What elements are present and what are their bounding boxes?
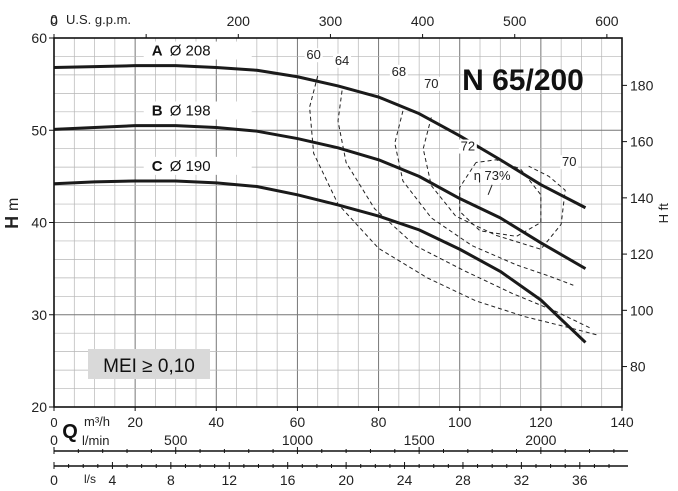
contour-label: 68 (392, 64, 406, 79)
contour-label-bg (560, 155, 579, 170)
contour-label: 70 (562, 154, 576, 169)
h-m-tick-label: 20 (31, 399, 47, 415)
curve-diameter-A: Ø 208 (170, 43, 211, 60)
ls-tick-label: 20 (338, 472, 354, 488)
ls-tick-label: 4 (109, 472, 117, 488)
efficiency-contour-70 (422, 117, 566, 250)
contour-label: η 73% (474, 168, 511, 183)
gpm-tick-label: 200 (227, 13, 251, 29)
h-ft-axis-label: H ft (656, 203, 671, 224)
contour-label-bg (389, 64, 408, 79)
m3h-tick-label: 100 (448, 414, 472, 430)
curve-name-C: C (152, 158, 163, 175)
curve-diameter-C: Ø 190 (170, 158, 211, 175)
h-m-tick-label: 50 (31, 122, 47, 138)
curve-name-B: B (152, 102, 163, 119)
h-m-tick-label: 30 (31, 307, 47, 323)
gpm-zero-label: 0 (50, 12, 57, 27)
contour-label-bg (472, 169, 512, 184)
ls-tick-label: 0 (50, 472, 58, 488)
lmin-tick-label: 500 (164, 432, 188, 448)
contour-label-bg (422, 76, 441, 91)
curve-C (53, 179, 587, 344)
h-ft-tick-label: 120 (630, 246, 654, 262)
contour-label-bg (333, 53, 352, 68)
ls-tick-label: 36 (572, 472, 588, 488)
curve-label-bg-B (143, 101, 252, 120)
lmin-tick-label: 1000 (282, 432, 313, 448)
m3h-tick-label: 80 (371, 414, 387, 430)
m3h-tick-label: 20 (127, 414, 143, 430)
curve-B (53, 124, 587, 270)
m3h-unit-label: m³/h (84, 414, 110, 429)
h-m-tick-label: 40 (31, 215, 47, 231)
curve-label-bg-C (143, 156, 252, 175)
ls-tick-label: 28 (455, 472, 471, 488)
impeller-curves (53, 64, 587, 344)
grid (53, 37, 623, 408)
contour-label: 72 (461, 139, 475, 154)
gpm-tick-label: 300 (319, 13, 343, 29)
gpm-tick-label: 500 (503, 13, 527, 29)
m3h-tick-label: 60 (290, 414, 306, 430)
m3h-zero-label: 0 (50, 415, 57, 430)
h-ft-tick-label: 80 (630, 359, 646, 375)
ls-tick-label: 8 (167, 472, 175, 488)
gpm-tick-label: 400 (411, 13, 435, 29)
efficiency-contour-60 (309, 75, 598, 336)
contour-label: 60 (306, 47, 320, 62)
labels: A Ø 208 B Ø 198 C Ø 190 60 64 68 70 72 η 73% 70 (143, 41, 579, 184)
ls-tick-label: 24 (397, 472, 413, 488)
h-ft-tick-label: 180 (630, 77, 654, 93)
mei-badge-bg (88, 349, 210, 379)
contour-label: 70 (424, 76, 438, 91)
h-ft-tick-label: 100 (630, 302, 654, 318)
gpm-unit-label: U.S. g.p.m. (66, 12, 131, 27)
curve-name-A: A (152, 43, 163, 60)
m3h-tick-label: 40 (208, 414, 224, 430)
ls-tick-label: 32 (514, 472, 530, 488)
lmin-tick-label: 2000 (525, 432, 556, 448)
m3h-tick-label: 120 (529, 414, 553, 430)
curve-label-bg-A (143, 41, 252, 60)
lmin-unit-label: l/min (82, 433, 109, 448)
ls-tick-label: 12 (221, 472, 237, 488)
ls-tick-label: 16 (280, 472, 296, 488)
chart-title: N 65/200 (462, 64, 584, 97)
contour-label-bg (458, 139, 477, 154)
efficiency-contour-68 (394, 110, 574, 286)
lmin-tick-label: 1500 (404, 432, 435, 448)
h-ft-tick-label: 160 (630, 134, 654, 150)
contour-label: 64 (335, 53, 349, 68)
ls-unit-label: l/s (84, 472, 96, 486)
h-m-tick-label: 60 (31, 30, 47, 46)
contour-label-bg (304, 48, 323, 63)
gpm-tick-label: 600 (595, 13, 619, 29)
curve-diameter-B: Ø 198 (170, 102, 211, 119)
mei-badge: MEI ≥ 0,10 (103, 356, 195, 377)
curve-A (53, 64, 587, 210)
efficiency-contour-64 (337, 90, 590, 329)
lmin-tick-label: 0 (50, 432, 58, 448)
h-ft-tick-label: 140 (630, 190, 654, 206)
m3h-tick-label: 140 (610, 414, 634, 430)
h-m-axis-label: H m (2, 198, 22, 229)
gpm-tick-label: 0 (50, 13, 58, 29)
efficiency-peak-mark (487, 184, 493, 196)
q-symbol: Q (62, 421, 78, 443)
